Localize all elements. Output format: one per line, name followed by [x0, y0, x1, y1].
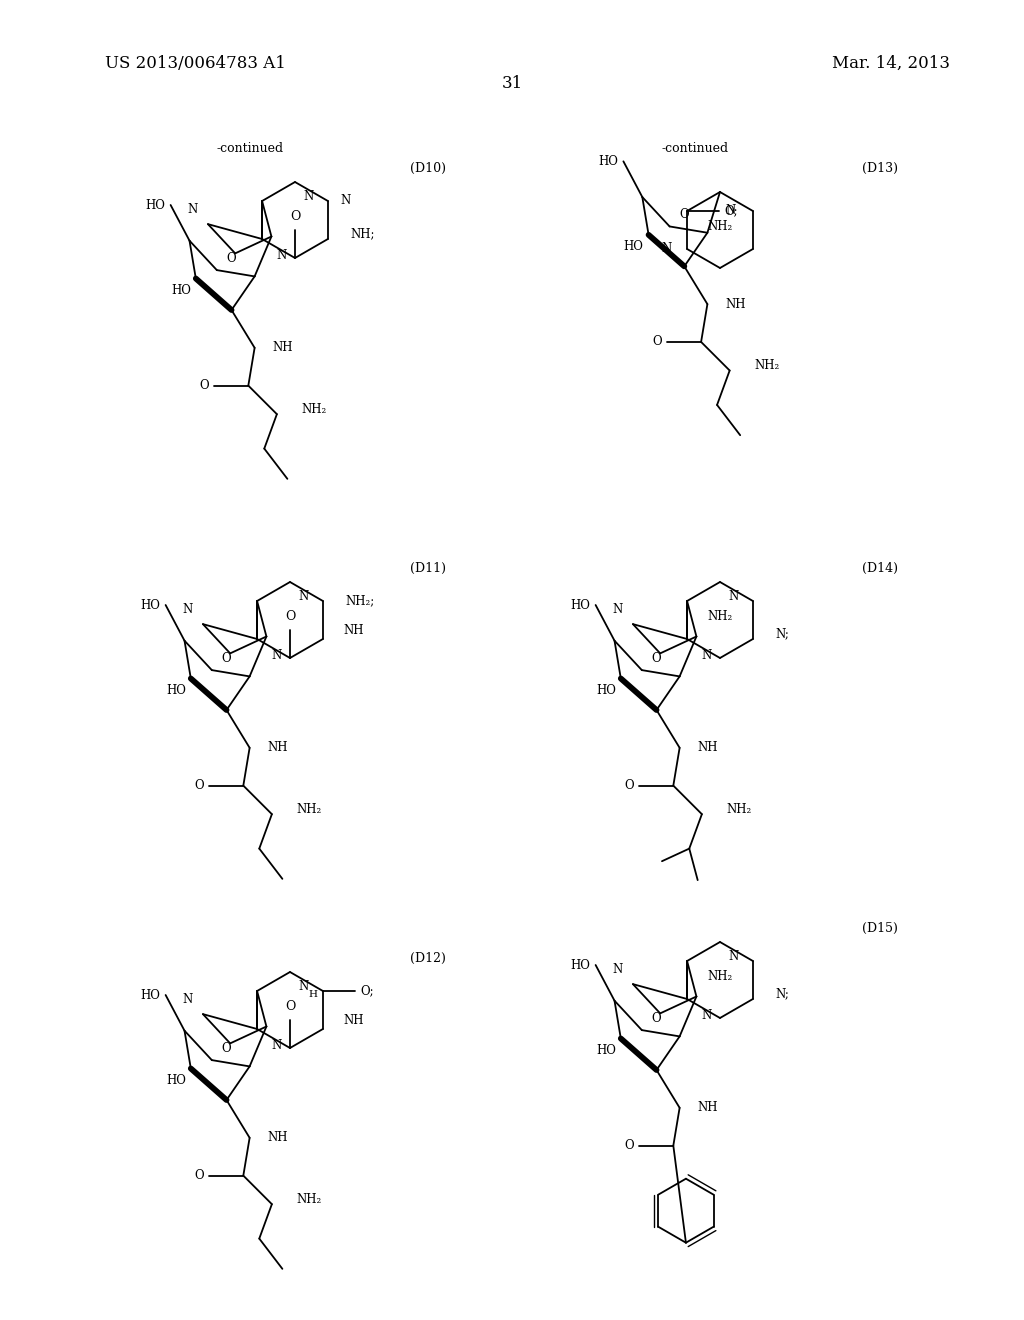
Text: O: O: [195, 1170, 204, 1183]
Text: N: N: [303, 190, 313, 203]
Text: N: N: [728, 590, 738, 603]
Text: HO: HO: [166, 1073, 185, 1086]
Text: NH₂: NH₂: [755, 359, 780, 372]
Text: NH₂: NH₂: [708, 610, 732, 623]
Text: HO: HO: [570, 598, 591, 611]
Text: (D15): (D15): [862, 921, 898, 935]
Text: N: N: [187, 203, 198, 216]
Text: (D13): (D13): [862, 161, 898, 174]
Text: NH₂: NH₂: [727, 803, 753, 816]
Text: HO: HO: [140, 598, 161, 611]
Text: (D12): (D12): [410, 952, 445, 965]
Text: O;: O;: [359, 985, 374, 998]
Text: (D11): (D11): [410, 561, 446, 574]
Text: O: O: [222, 1041, 231, 1055]
Text: NH: NH: [267, 742, 288, 754]
Text: N: N: [701, 648, 712, 661]
Text: N: N: [276, 248, 287, 261]
Text: NH₂: NH₂: [297, 803, 323, 816]
Text: NH: NH: [267, 1131, 288, 1144]
Text: O: O: [290, 210, 300, 223]
Text: O: O: [195, 779, 204, 792]
Text: NH₂: NH₂: [302, 403, 327, 416]
Text: HO: HO: [570, 958, 591, 972]
Text: 31: 31: [502, 75, 522, 92]
Text: O: O: [285, 1001, 295, 1012]
Text: -continued: -continued: [662, 141, 728, 154]
Text: O: O: [652, 335, 662, 348]
Text: -continued: -continued: [216, 141, 284, 154]
Text: O: O: [200, 379, 209, 392]
Text: O: O: [680, 209, 689, 222]
Text: HO: HO: [624, 240, 644, 253]
Text: NH: NH: [697, 1101, 718, 1114]
Text: HO: HO: [596, 1044, 615, 1056]
Text: N: N: [271, 1039, 282, 1052]
Text: HO: HO: [145, 198, 166, 211]
Text: HO: HO: [598, 154, 618, 168]
Text: N: N: [298, 590, 308, 603]
Text: NH: NH: [725, 297, 745, 310]
Text: H: H: [308, 990, 317, 999]
Text: N: N: [182, 993, 193, 1006]
Text: HO: HO: [596, 684, 615, 697]
Text: N: N: [725, 205, 735, 216]
Text: US 2013/0064783 A1: US 2013/0064783 A1: [105, 55, 286, 73]
Text: O: O: [625, 779, 634, 792]
Text: N: N: [612, 964, 623, 975]
Text: (D14): (D14): [862, 561, 898, 574]
Text: O: O: [652, 652, 662, 665]
Text: HO: HO: [166, 684, 185, 697]
Text: O: O: [625, 1139, 634, 1152]
Text: O: O: [227, 252, 237, 265]
Text: NH₂;: NH₂;: [345, 594, 374, 607]
Text: O: O: [285, 610, 295, 623]
Text: O;: O;: [724, 205, 737, 218]
Text: NH₂: NH₂: [297, 1193, 323, 1205]
Text: N: N: [662, 243, 672, 256]
Text: N;: N;: [775, 987, 788, 1001]
Text: NH: NH: [272, 342, 293, 354]
Text: O: O: [222, 652, 231, 665]
Text: (D10): (D10): [410, 161, 446, 174]
Text: NH;: NH;: [350, 227, 375, 240]
Text: N: N: [271, 648, 282, 661]
Text: N: N: [182, 603, 193, 616]
Text: NH: NH: [343, 1015, 364, 1027]
Text: HO: HO: [171, 284, 190, 297]
Text: NH: NH: [697, 742, 718, 754]
Text: NH: NH: [343, 624, 364, 638]
Text: NH₂: NH₂: [708, 970, 732, 983]
Text: Mar. 14, 2013: Mar. 14, 2013: [831, 55, 950, 73]
Text: N: N: [298, 979, 308, 993]
Text: N: N: [340, 194, 350, 207]
Text: N;: N;: [775, 627, 788, 640]
Text: N: N: [701, 1008, 712, 1022]
Text: NH₂: NH₂: [708, 220, 732, 234]
Text: HO: HO: [140, 989, 161, 1002]
Text: O: O: [652, 1012, 662, 1026]
Text: N: N: [728, 950, 738, 964]
Text: N: N: [612, 603, 623, 616]
